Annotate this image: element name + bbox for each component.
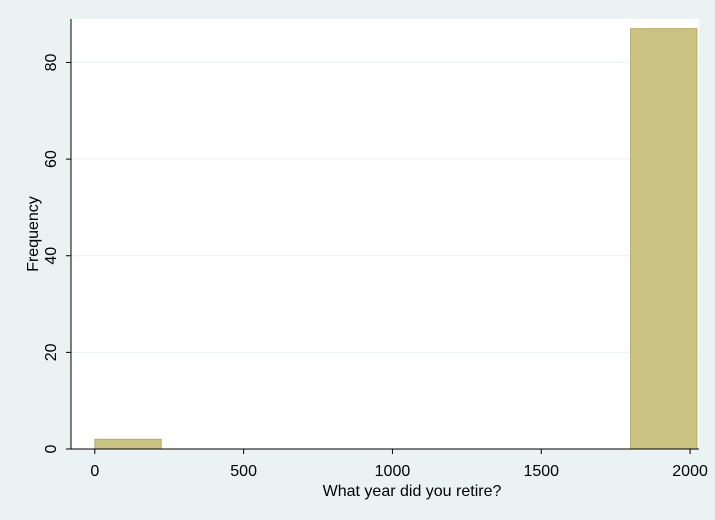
- y-tick-label: 80: [43, 53, 60, 71]
- bars: [94, 28, 698, 450]
- x-tick-label: 500: [230, 463, 257, 480]
- y-tick-label: 40: [43, 247, 60, 265]
- y-tick-label: 0: [43, 444, 60, 453]
- histogram-bar: [630, 28, 698, 450]
- y-axis-title: Frequency: [25, 196, 42, 272]
- x-tick-label: 0: [90, 463, 99, 480]
- y-tick-label: 60: [43, 150, 60, 168]
- grid-lines: [71, 61, 699, 353]
- y-tick-label: 20: [43, 343, 60, 361]
- x-tick-label: 1000: [375, 463, 411, 480]
- plot-area: [71, 19, 699, 449]
- axes: 0 20 40 60 80 0 500 1000 1500 2000: [43, 19, 708, 480]
- histogram-bar: [94, 438, 162, 450]
- x-axis-title: What year did you retire?: [323, 483, 502, 500]
- x-tick-label: 2000: [672, 463, 708, 480]
- x-tick-label: 1500: [523, 463, 559, 480]
